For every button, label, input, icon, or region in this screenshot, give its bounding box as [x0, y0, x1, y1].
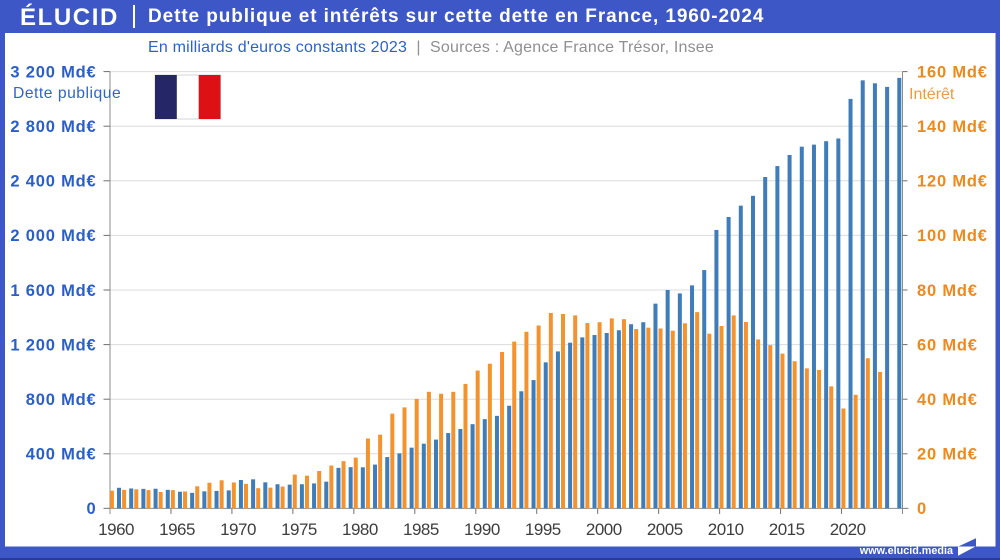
svg-text:60 Md€: 60 Md€ — [917, 336, 978, 354]
svg-text:3 200 Md€: 3 200 Md€ — [10, 63, 96, 81]
svg-text:1970: 1970 — [220, 520, 256, 539]
svg-text:20 Md€: 20 Md€ — [917, 446, 978, 464]
svg-text:2020: 2020 — [830, 520, 866, 539]
svg-text:160 Md€: 160 Md€ — [917, 63, 988, 81]
svg-text:2000: 2000 — [586, 520, 622, 539]
svg-text:1990: 1990 — [464, 520, 500, 539]
svg-text:0: 0 — [917, 500, 927, 518]
svg-text:1965: 1965 — [159, 520, 195, 539]
svg-text:1960: 1960 — [98, 520, 134, 539]
svg-text:1975: 1975 — [281, 520, 317, 539]
svg-text:1980: 1980 — [342, 520, 378, 539]
svg-text:1995: 1995 — [525, 520, 561, 539]
svg-text:2 400 Md€: 2 400 Md€ — [10, 173, 96, 191]
svg-text:www.elucid.media: www.elucid.media — [859, 545, 954, 557]
svg-text:80 Md€: 80 Md€ — [917, 282, 978, 300]
svg-text:100 Md€: 100 Md€ — [917, 227, 988, 245]
svg-text:2015: 2015 — [769, 520, 805, 539]
svg-text:2 800 Md€: 2 800 Md€ — [10, 118, 96, 136]
svg-text:0: 0 — [87, 500, 97, 518]
svg-text:40 Md€: 40 Md€ — [917, 391, 978, 409]
svg-text:1 200 Md€: 1 200 Md€ — [10, 336, 96, 354]
svg-text:1 600 Md€: 1 600 Md€ — [10, 282, 96, 300]
svg-text:400 Md€: 400 Md€ — [26, 446, 97, 464]
svg-text:800 Md€: 800 Md€ — [26, 391, 97, 409]
svg-text:120 Md€: 120 Md€ — [917, 173, 988, 191]
svg-text:2005: 2005 — [647, 520, 683, 539]
svg-text:2 000 Md€: 2 000 Md€ — [10, 227, 96, 245]
svg-text:2010: 2010 — [708, 520, 744, 539]
svg-text:1985: 1985 — [403, 520, 439, 539]
svg-text:140 Md€: 140 Md€ — [917, 118, 988, 136]
